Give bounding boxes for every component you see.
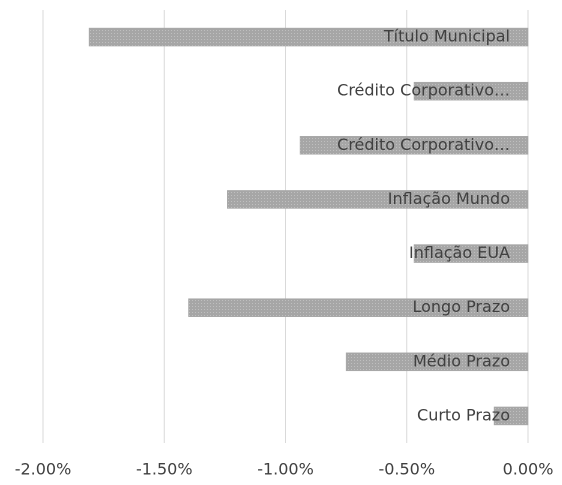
x-tick-label: 0.00% [503, 460, 554, 479]
category-label: Inflação EUA [409, 243, 510, 262]
category-label: Crédito Corporativo… [337, 135, 510, 154]
bar [493, 406, 529, 426]
bar [345, 352, 529, 372]
category-label: Médio Prazo [413, 351, 510, 370]
bar [88, 27, 529, 47]
x-tick-label: -0.50% [378, 460, 435, 479]
category-label: Curto Prazo [417, 405, 510, 424]
bar [188, 298, 529, 317]
x-tick-label: -1.50% [136, 460, 193, 479]
category-label: Título Municipal [383, 27, 510, 46]
x-tick-label: -1.00% [257, 460, 314, 479]
bar [413, 244, 529, 263]
category-label: Longo Prazo [412, 297, 510, 316]
category-label: Crédito Corporativo… [337, 81, 510, 100]
bar [299, 136, 529, 155]
category-label: Inflação Mundo [388, 189, 510, 208]
bar [227, 190, 529, 209]
bar [413, 81, 529, 101]
x-tick-label: -2.00% [15, 460, 72, 479]
